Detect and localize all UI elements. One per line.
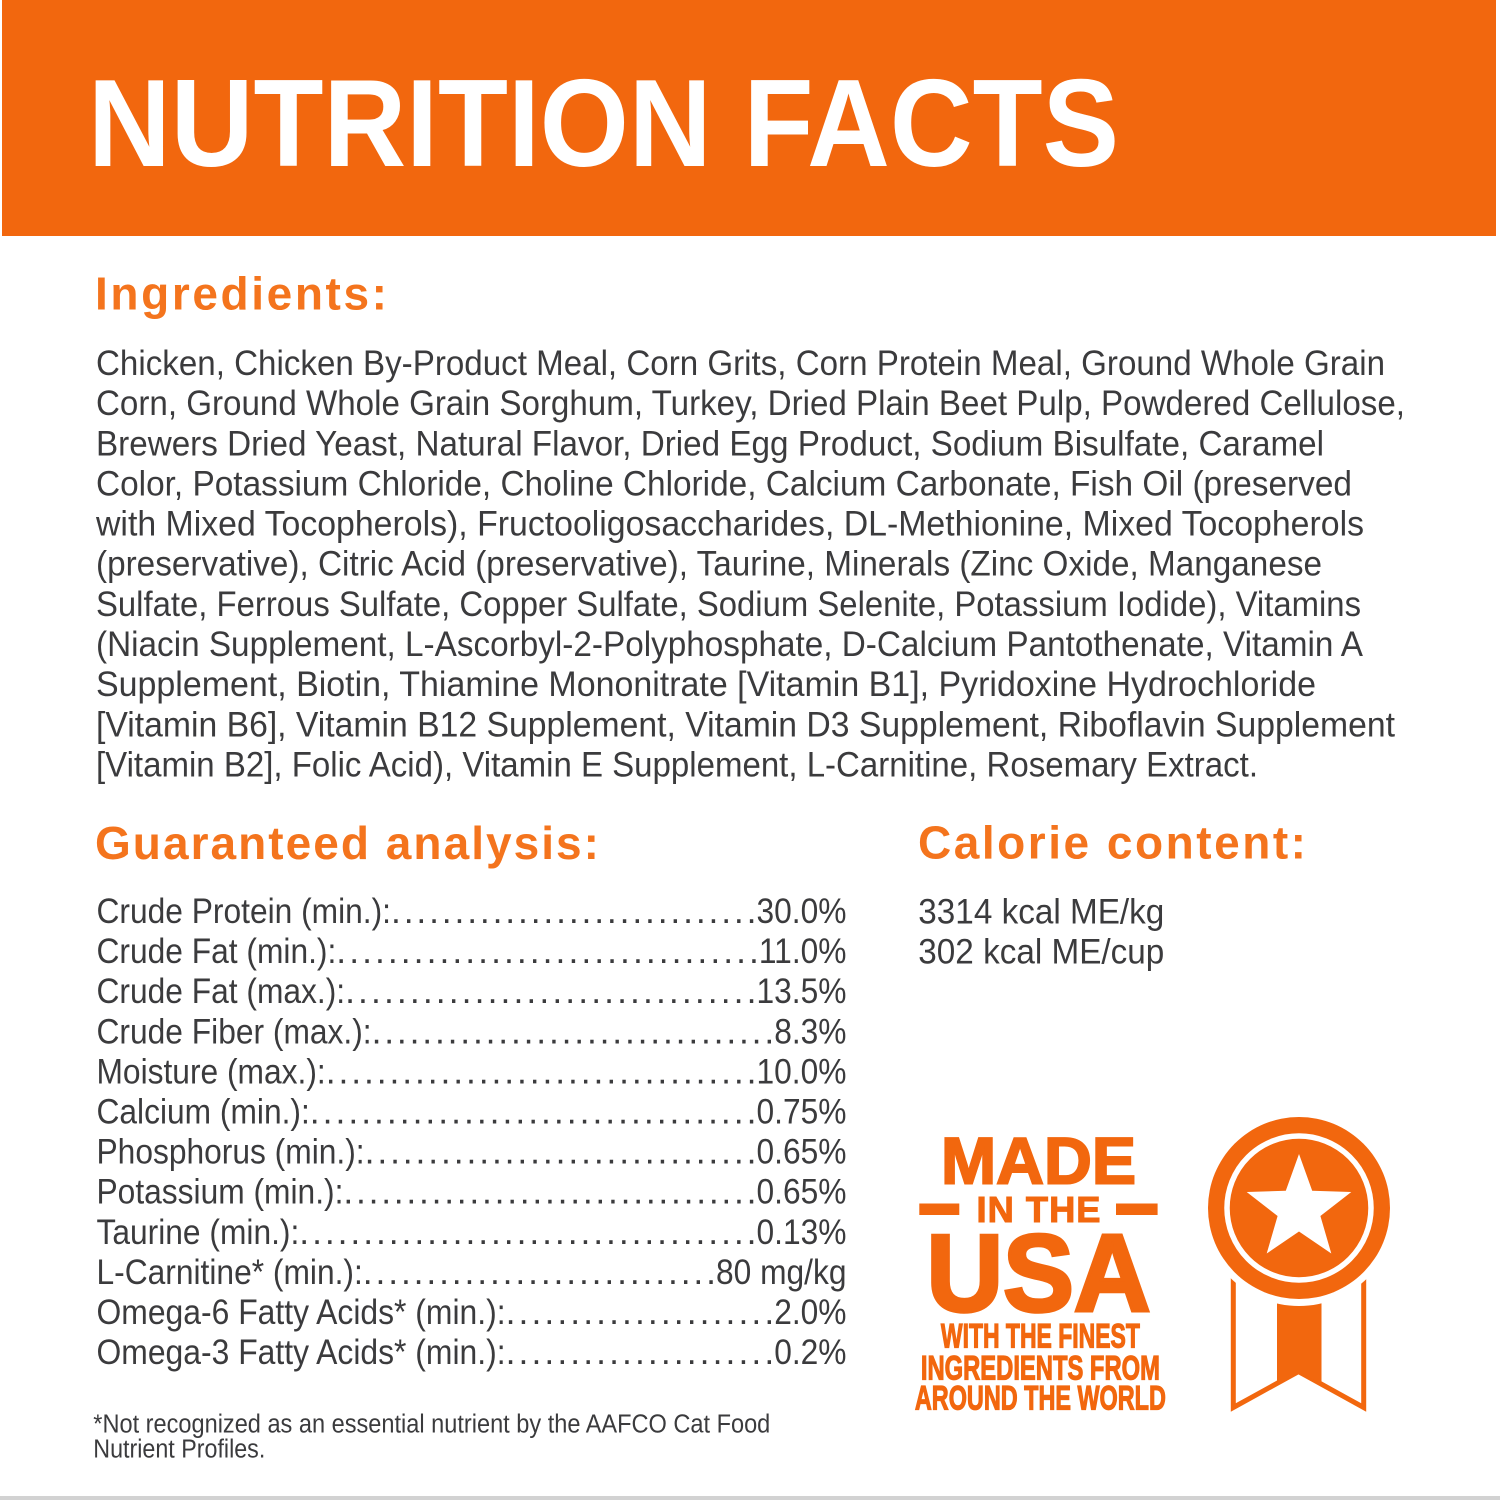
svg-text:Corn, Ground Whole Grain Sorgh: Corn, Ground Whole Grain Sorghum, Turkey… — [96, 383, 1405, 423]
svg-text:Taurine (min.):: Taurine (min.): — [97, 1212, 300, 1252]
svg-text:0.2%: 0.2% — [774, 1332, 846, 1372]
svg-text:..............................: ................................. — [343, 1172, 756, 1212]
svg-text:2.0%: 2.0% — [774, 1292, 846, 1332]
svg-text:Brewers Dried Yeast, Natural F: Brewers Dried Yeast, Natural Flavor, Dri… — [96, 423, 1324, 463]
svg-text:..............................: ............................... — [365, 1132, 757, 1172]
svg-text:13.5%: 13.5% — [757, 971, 847, 1011]
svg-text:0.65%: 0.65% — [757, 1172, 847, 1212]
svg-text:Phosphorus (min.):: Phosphorus (min.): — [97, 1132, 365, 1172]
svg-text:30.0%: 30.0% — [757, 891, 847, 931]
svg-text:AROUND THE WORLD: AROUND THE WORLD — [915, 1380, 1166, 1418]
svg-text:80 mg/kg: 80 mg/kg — [716, 1252, 847, 1292]
svg-text:Crude Fat (max.):: Crude Fat (max.): — [97, 971, 346, 1011]
svg-text:8.3%: 8.3% — [774, 1011, 846, 1051]
svg-text:[Vitamin B6], Vitamin B12 Supp: [Vitamin B6], Vitamin B12 Supplement, Vi… — [96, 704, 1395, 744]
svg-text:..............................: ................................... — [310, 1092, 757, 1132]
svg-text:.............................: ............................. — [391, 891, 757, 931]
svg-text:302 kcal ME/cup: 302 kcal ME/cup — [918, 932, 1164, 972]
svg-text:..............................: ................................. — [336, 931, 759, 971]
svg-text:[Vitamin B2], Folic Acid), Vit: [Vitamin B2], Folic Acid), Vitamin E Sup… — [96, 745, 1258, 785]
svg-text:0.65%: 0.65% — [757, 1132, 847, 1172]
svg-text:..............................: ................................ — [372, 1011, 775, 1051]
svg-text:Color, Potassium Chloride, Cho: Color, Potassium Chloride, Choline Chlor… — [96, 463, 1352, 503]
svg-text:with Mixed Tocopherols), Fruct: with Mixed Tocopherols), Fructooligosacc… — [95, 504, 1364, 544]
svg-text:Omega-6 Fatty Acids* (min.):: Omega-6 Fatty Acids* (min.): — [97, 1292, 506, 1332]
svg-text:............................: ............................ — [363, 1252, 716, 1292]
svg-text:Crude Fat (min.):: Crude Fat (min.): — [97, 931, 337, 971]
svg-text:3314 kcal ME/kg: 3314 kcal ME/kg — [918, 892, 1164, 932]
svg-text:*Not recognized as an essentia: *Not recognized as an essential nutrient… — [93, 1410, 770, 1438]
svg-text:L-Carnitine* (min.):: L-Carnitine* (min.): — [97, 1252, 363, 1292]
svg-text:Calcium (min.):: Calcium (min.): — [97, 1092, 310, 1132]
svg-text:USA: USA — [927, 1213, 1151, 1335]
svg-text:Nutrient Profiles.: Nutrient Profiles. — [93, 1436, 265, 1464]
svg-text:Supplement, Biotin, Thiamine M: Supplement, Biotin, Thiamine Mononitrate… — [96, 664, 1316, 704]
svg-text:IN THE: IN THE — [977, 1189, 1101, 1230]
svg-text:MADE: MADE — [941, 1124, 1136, 1198]
svg-text:Crude Protein (min.):: Crude Protein (min.): — [97, 891, 392, 931]
svg-text:WITH THE FINEST: WITH THE FINEST — [941, 1317, 1140, 1355]
svg-text:..............................: .................................. — [326, 1051, 757, 1091]
svg-text:0.13%: 0.13% — [757, 1212, 847, 1252]
svg-text:Potassium (min.):: Potassium (min.): — [97, 1172, 344, 1212]
svg-text:Moisture (max.):: Moisture (max.): — [97, 1051, 326, 1091]
svg-text:(Niacin Supplement, L-Ascorbyl: (Niacin Supplement, L-Ascorbyl-2-Polypho… — [96, 624, 1363, 664]
svg-text:Guaranteed analysis:: Guaranteed analysis: — [95, 817, 599, 869]
svg-text:10.0%: 10.0% — [757, 1051, 847, 1091]
svg-text:Sulfate, Ferrous Sulfate, Copp: Sulfate, Ferrous Sulfate, Copper Sulfate… — [96, 584, 1361, 624]
svg-text:.....................: ..................... — [506, 1292, 775, 1332]
svg-text:NUTRITION FACTS: NUTRITION FACTS — [88, 55, 1119, 193]
svg-text:Omega-3 Fatty Acids* (min.):: Omega-3 Fatty Acids* (min.): — [97, 1332, 506, 1372]
svg-text:..............................: .................................... — [299, 1212, 756, 1252]
svg-text:Chicken, Chicken By-Product Me: Chicken, Chicken By-Product Meal, Corn G… — [96, 343, 1385, 383]
svg-text:0.75%: 0.75% — [757, 1092, 847, 1132]
svg-text:Calorie content:: Calorie content: — [918, 817, 1306, 869]
svg-text:..............................: ................................ — [345, 971, 756, 1011]
svg-text:.....................: ..................... — [506, 1332, 775, 1372]
svg-text:11.0%: 11.0% — [759, 931, 847, 971]
svg-text:(preservative), Citric Acid (p: (preservative), Citric Acid (preservativ… — [96, 544, 1322, 584]
svg-text:INGREDIENTS FROM: INGREDIENTS FROM — [921, 1350, 1160, 1388]
svg-text:Crude Fiber (max.):: Crude Fiber (max.): — [97, 1011, 372, 1051]
svg-text:Ingredients:: Ingredients: — [95, 268, 387, 320]
